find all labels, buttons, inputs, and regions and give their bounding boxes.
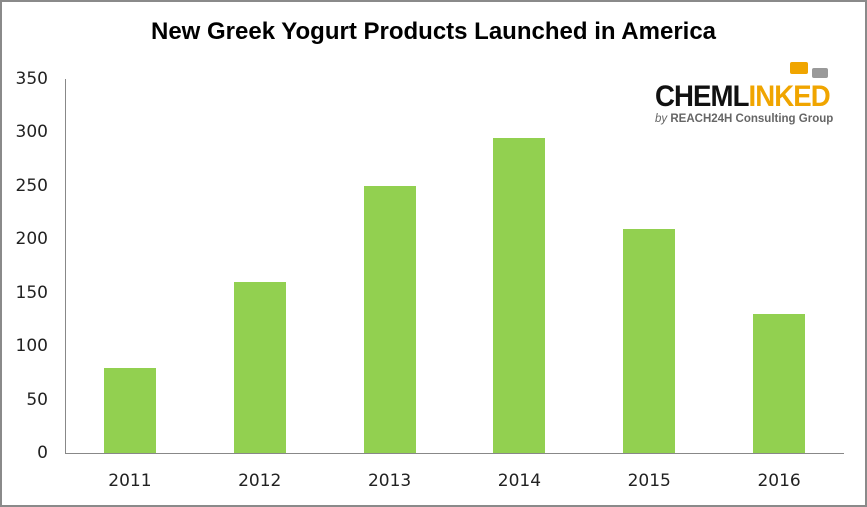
chart-title: New Greek Yogurt Products Launched in Am… xyxy=(150,18,717,45)
y-tick-label: 350 xyxy=(15,69,48,89)
bar-2012 xyxy=(233,282,286,453)
x-tick-label: 2012 xyxy=(238,471,282,491)
y-tick-label: 200 xyxy=(15,229,48,250)
y-tick-label: 250 xyxy=(15,175,48,196)
chemlinked-logo: CHEMLINKED by REACH24H Consulting Group xyxy=(655,62,835,132)
bar-2011 xyxy=(103,367,156,453)
y-tick-label: 0 xyxy=(37,443,48,463)
logo-tagline: by REACH24H Consulting Group xyxy=(655,113,834,125)
x-tick-label: 2011 xyxy=(108,471,152,491)
bar-2013 xyxy=(363,185,416,453)
x-tick-label: 2013 xyxy=(367,471,412,491)
bar-2016 xyxy=(753,314,806,453)
x-tick-label: 2015 xyxy=(627,471,671,491)
speech-bubble-icon xyxy=(812,68,828,78)
y-tick-label: 100 xyxy=(15,336,48,357)
bar-2015 xyxy=(623,228,676,453)
x-tick-label: 2016 xyxy=(757,471,801,491)
x-axis-line xyxy=(65,453,844,454)
y-axis-line xyxy=(65,79,66,454)
bar-2014 xyxy=(493,137,546,453)
logo-wordmark: CHEMLINKED xyxy=(655,80,831,113)
y-tick-label: 300 xyxy=(15,122,48,143)
y-tick-label: 50 xyxy=(26,389,48,410)
x-tick-label: 2014 xyxy=(497,471,542,491)
y-tick-label: 150 xyxy=(15,282,48,303)
speech-bubble-icon xyxy=(790,62,808,74)
